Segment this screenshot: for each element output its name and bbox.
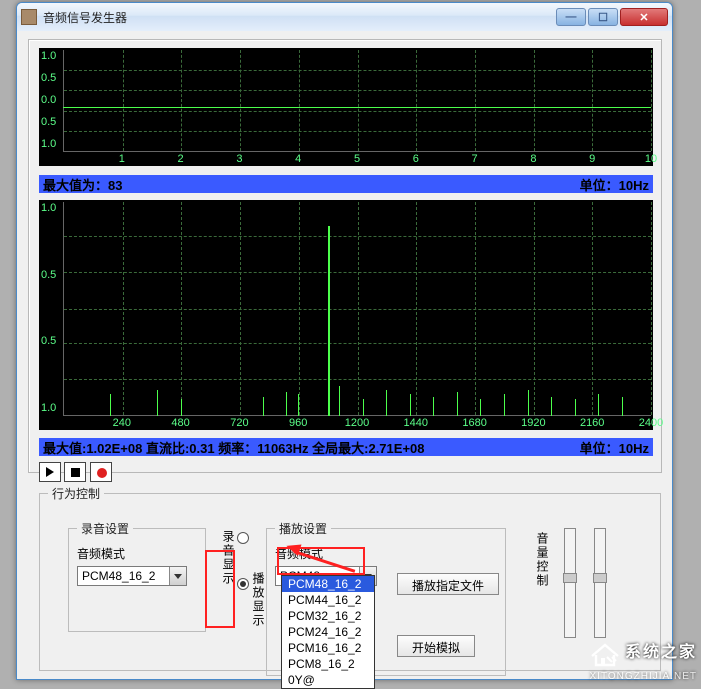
- dropdown-arrow-icon[interactable]: [169, 567, 186, 585]
- waveform-chart: 1.00.50.00.51.0 12345678910: [39, 48, 653, 166]
- annotation-box-radio: [205, 550, 235, 628]
- watermark-en: XITONGZHIJIA.NET: [590, 671, 698, 682]
- volume-slider-left[interactable]: [564, 528, 576, 638]
- record-button[interactable]: [90, 462, 112, 482]
- start-sim-button[interactable]: 开始模拟: [397, 635, 475, 657]
- watermark-house-icon: [588, 640, 622, 668]
- chart1-unit: 单位：10Hz: [580, 175, 649, 194]
- play-display-vlabel: 播放显示: [250, 572, 267, 628]
- window-title: 音频信号发生器: [43, 9, 556, 26]
- dropdown-option[interactable]: PCM32_16_2: [282, 608, 374, 624]
- record-legend: 录音设置: [77, 520, 133, 537]
- transport-controls: [39, 462, 112, 482]
- minimize-button[interactable]: —: [556, 8, 586, 26]
- chart1-zero-line: [63, 107, 651, 108]
- record-mode-value: PCM48_16_2: [82, 569, 155, 583]
- chart1-status-bar: 最大值为：83 单位：10Hz: [39, 175, 653, 193]
- maximize-button[interactable]: ☐: [588, 8, 618, 26]
- play-display-radio[interactable]: [237, 578, 249, 590]
- chart2-x-axis: 240480720960120014401680192021602400: [63, 416, 651, 429]
- volume-slider-right[interactable]: [594, 528, 606, 638]
- play-button[interactable]: [39, 462, 61, 482]
- spectrum-chart: 1.00.50.51.0 240480720960120014401680192…: [39, 200, 653, 430]
- chart2-unit: 单位：10Hz: [580, 438, 649, 457]
- record-mode-label: 音频模式: [77, 545, 197, 562]
- dropdown-option[interactable]: PCM8_16_2: [282, 656, 374, 672]
- titlebar[interactable]: 音频信号发生器 — ☐ ✕: [17, 3, 672, 31]
- play-mode-dropdown[interactable]: PCM48_16_2PCM44_16_2PCM32_16_2PCM24_16_2…: [281, 575, 375, 689]
- chart1-max-value: 最大值为：83: [43, 175, 580, 194]
- volume-vlabel: 音量控制: [534, 532, 551, 588]
- chart2-status-bar: 最大值:1.02E+08 直流比:0.31 频率：11063Hz 全局最大:2.…: [39, 438, 653, 456]
- record-display-radio[interactable]: [237, 532, 249, 544]
- volume-sliders: [556, 528, 618, 638]
- app-icon: [21, 9, 37, 25]
- chart1-x-axis: 12345678910: [63, 152, 651, 165]
- dropdown-option[interactable]: PCM44_16_2: [282, 592, 374, 608]
- chart-panel: 1.00.50.00.51.0 12345678910 最大值为：83 单位：1…: [28, 39, 662, 473]
- window-controls: — ☐ ✕: [556, 8, 668, 26]
- chart2-stats: 最大值:1.02E+08 直流比:0.31 频率：11063Hz 全局最大:2.…: [43, 438, 580, 457]
- chart2-y-axis: 1.00.50.51.0: [41, 200, 56, 416]
- record-fieldset: 录音设置 音频模式 PCM48_16_2: [68, 520, 206, 632]
- dropdown-option[interactable]: PCM24_16_2: [282, 624, 374, 640]
- dropdown-option[interactable]: PCM16_16_2: [282, 640, 374, 656]
- play-file-button[interactable]: 播放指定文件: [397, 573, 499, 595]
- record-mode-select[interactable]: PCM48_16_2: [77, 566, 187, 586]
- dropdown-option[interactable]: 0Y@: [282, 672, 374, 688]
- chart1-y-axis: 1.00.50.00.51.0: [41, 48, 56, 152]
- stop-button[interactable]: [64, 462, 86, 482]
- watermark-cn: 系统之家: [625, 644, 697, 661]
- annotation-arrow: [294, 520, 364, 560]
- dropdown-option[interactable]: PCM48_16_2: [282, 576, 374, 592]
- behavior-legend: 行为控制: [48, 485, 104, 502]
- chart1-plot: [63, 50, 651, 152]
- watermark: 系统之家 XITONGZHIJIA.NET: [588, 638, 697, 682]
- close-button[interactable]: ✕: [620, 8, 668, 26]
- chart2-plot: [63, 202, 651, 416]
